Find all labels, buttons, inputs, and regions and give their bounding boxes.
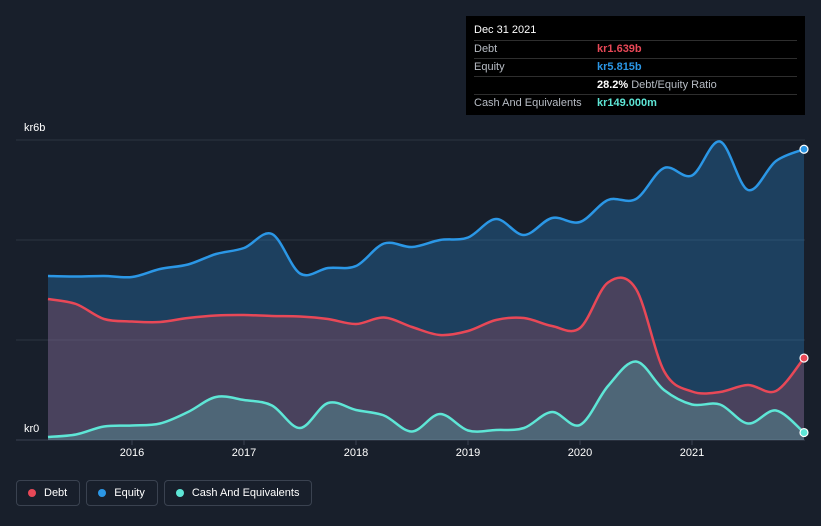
cash-and-equivalents-line (47, 360, 805, 439)
legend-dot-debt (28, 489, 36, 497)
x-tick-label: 2016 (120, 447, 144, 459)
tooltip-row-debt: Debt kr1.639b (474, 40, 797, 58)
x-tick-label: 2017 (232, 447, 256, 459)
equity-line (47, 140, 805, 279)
debt-line (47, 276, 805, 395)
tooltip: Dec 31 2021 Debt kr1.639b Equity kr5.815… (466, 16, 805, 115)
equity-area (48, 141, 804, 440)
x-tick-label: 2018 (344, 447, 368, 459)
y-axis-top-label: kr6b (24, 122, 45, 134)
y-axis-bottom-label: kr0 (24, 423, 39, 435)
tooltip-equity-label: Equity (474, 61, 505, 73)
tooltip-row-equity: Equity kr5.815b (474, 58, 797, 76)
legend-label-cash: Cash And Equivalents (191, 487, 300, 499)
grid (16, 139, 805, 441)
legend-item-debt[interactable]: Debt (16, 480, 81, 506)
tooltip-cash-label: Cash And Equivalents (474, 97, 582, 109)
legend-item-equity[interactable]: Equity (86, 480, 158, 506)
tooltip-debt-label: Debt (474, 43, 498, 55)
tooltip-debt-value: kr1.639b (597, 43, 642, 55)
tooltip-date: Dec 31 2021 (474, 24, 537, 36)
legend-dot-equity (98, 489, 107, 497)
legend-label-debt: Debt (44, 487, 68, 499)
tooltip-row-cash: Cash And Equivalents kr149.000m (474, 94, 797, 112)
tooltip-row-ratio: 28.2% Debt/Equity Ratio (474, 76, 797, 94)
legend: Debt Equity Cash And Equivalents (16, 480, 313, 506)
x-axis-ticks: 2016 2017 2018 2019 2020 2021 (120, 440, 704, 459)
debt-end-marker (799, 353, 809, 363)
series-end-markers (799, 144, 809, 438)
tooltip-ratio-suffix: Debt/Equity Ratio (631, 79, 717, 91)
tooltip-ratio-label (474, 77, 597, 94)
series-lines (47, 140, 805, 439)
cash-and-equivalents-end-marker (799, 427, 809, 438)
cash-and-equivalents-area (48, 361, 804, 440)
legend-label-equity: Equity (114, 487, 145, 499)
x-tick-label: 2021 (680, 447, 704, 459)
tooltip-equity-value: kr5.815b (597, 61, 642, 73)
equity-end-marker (799, 144, 809, 154)
x-tick-label: 2020 (568, 447, 592, 459)
x-tick-label: 2019 (456, 447, 480, 459)
tooltip-cash-value: kr149.000m (597, 97, 657, 109)
legend-dot-cash (175, 489, 184, 497)
tooltip-ratio-value: 28.2% (597, 79, 629, 91)
legend-item-cash[interactable]: Cash And Equivalents (163, 480, 313, 506)
series-areas (48, 141, 804, 440)
